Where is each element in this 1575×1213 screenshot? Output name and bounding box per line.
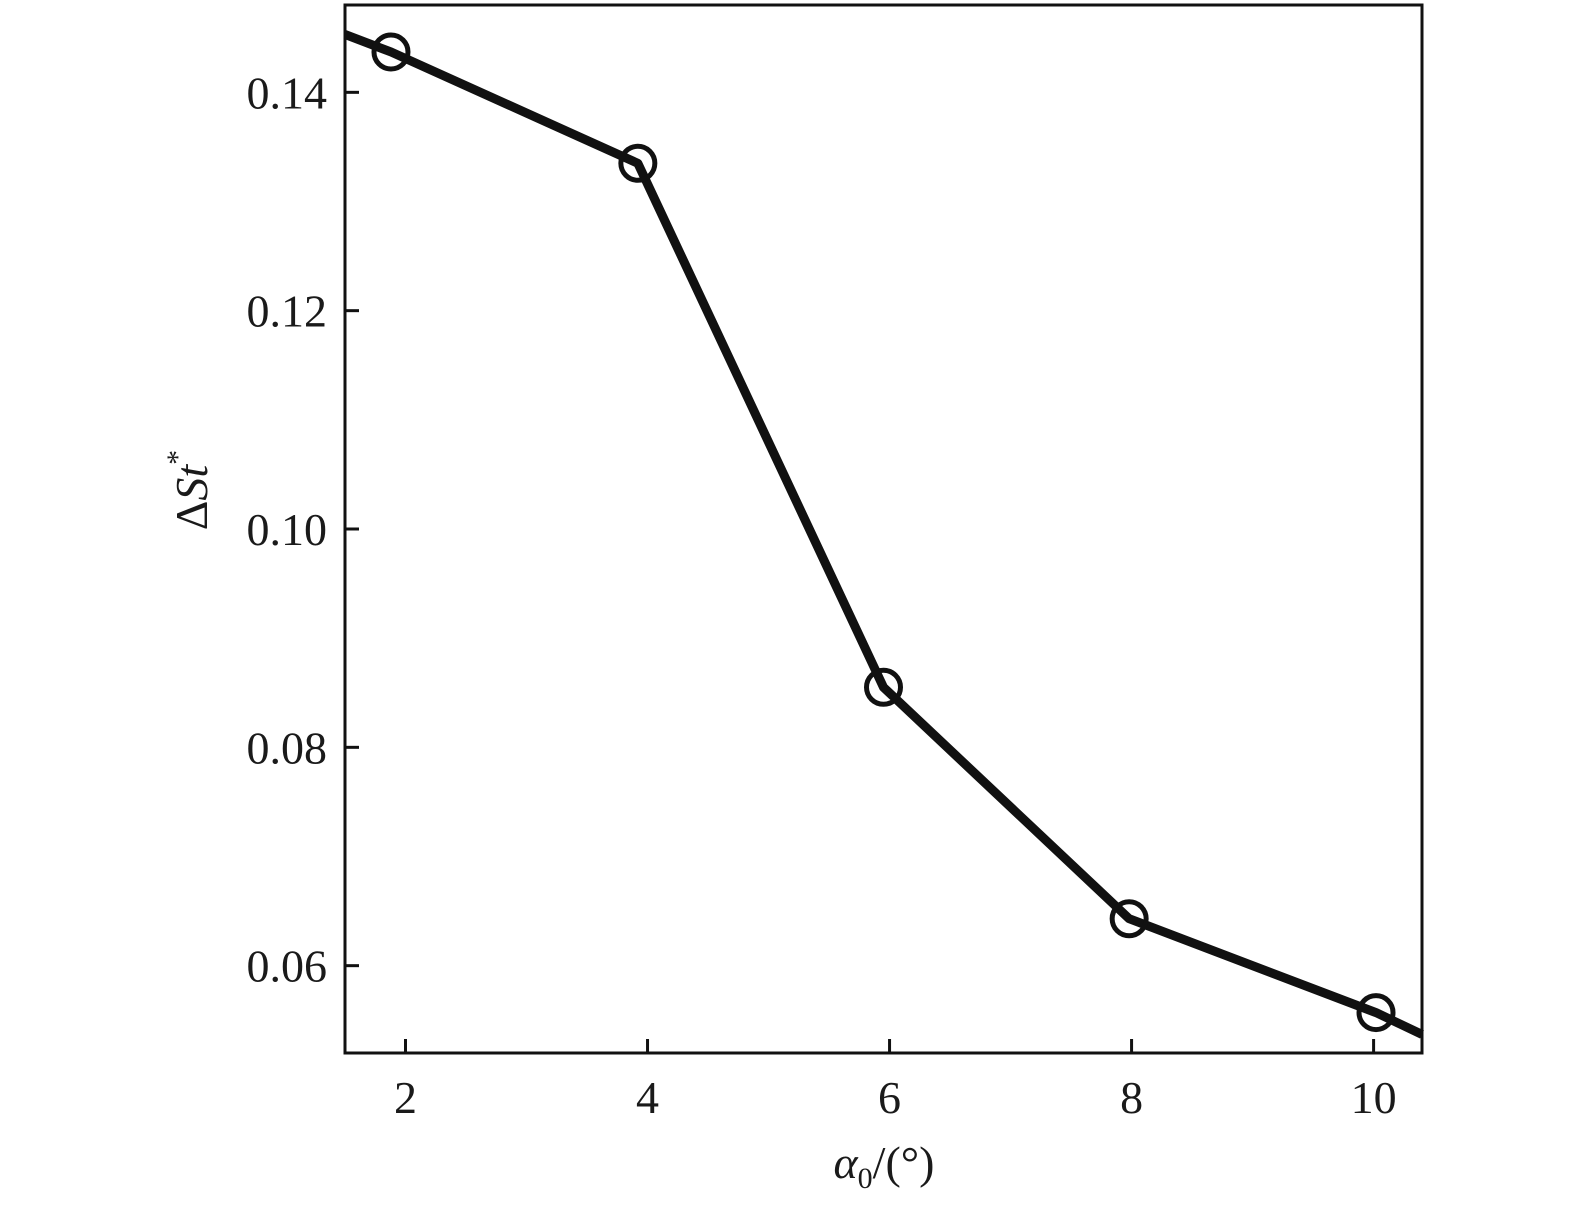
x-axis-label-symbol: α — [834, 1137, 859, 1188]
x-tick-label: 8 — [1120, 1072, 1143, 1123]
y-tick-label: 0.10 — [247, 504, 328, 555]
y-axis-label: ΔSt* — [161, 450, 217, 530]
y-axis-label-delta: Δ — [166, 501, 217, 531]
series-line — [343, 30, 1424, 1039]
data-point-marker — [371, 32, 411, 72]
x-tick-label: 10 — [1351, 1072, 1397, 1123]
data-point-marker — [618, 143, 658, 183]
x-axis-label: α0/(°) — [834, 1137, 935, 1195]
data-point-marker — [1356, 993, 1396, 1033]
x-tick-label: 6 — [878, 1072, 901, 1123]
x-axis-ticks: 2 4 6 8 10 — [394, 1039, 1397, 1123]
y-tick-label: 0.06 — [247, 941, 328, 992]
x-axis-label-unit: /(°) — [873, 1137, 935, 1188]
x-tick-label: 4 — [636, 1072, 659, 1123]
series-layer — [343, 30, 1424, 1039]
y-axis-label-superscript: * — [161, 450, 194, 465]
y-axis-label-symbol: St — [166, 464, 217, 501]
y-tick-label: 0.12 — [247, 286, 328, 337]
y-tick-label: 0.08 — [247, 722, 328, 773]
data-point-marker — [864, 667, 903, 707]
x-axis-label-subscript: 0 — [858, 1162, 873, 1195]
plot-frame — [343, 3, 1424, 1055]
y-tick-label: 0.14 — [247, 67, 328, 118]
x-tick-label: 2 — [394, 1072, 417, 1123]
data-point-marker — [1109, 899, 1149, 939]
y-axis-ticks: 0.06 0.08 0.10 0.12 0.14 — [247, 67, 359, 992]
